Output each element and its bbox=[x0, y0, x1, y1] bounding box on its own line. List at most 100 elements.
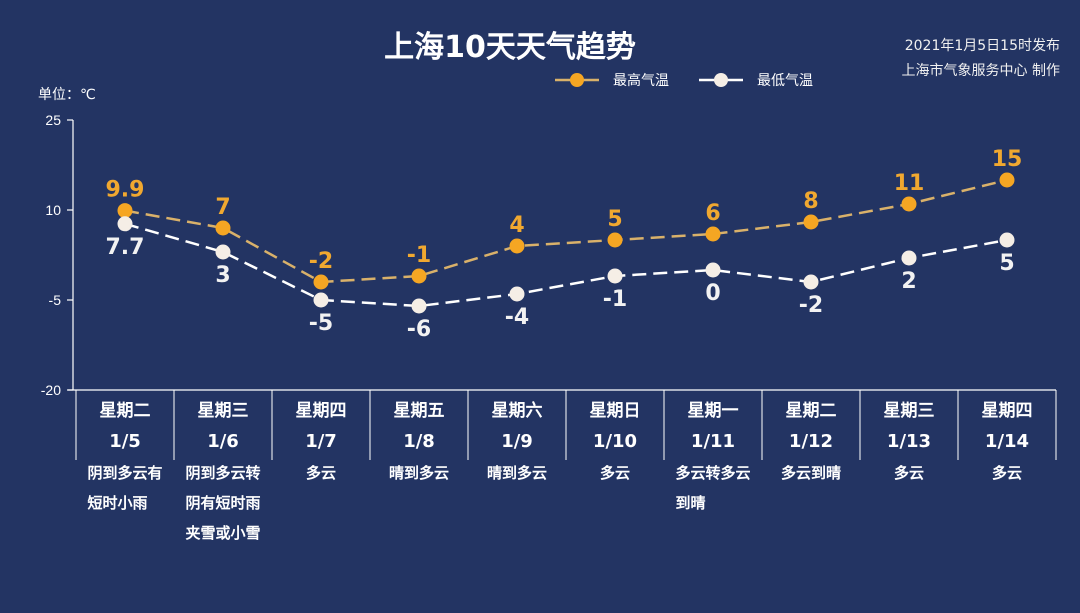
low-temp-label: 7.7 bbox=[106, 235, 145, 260]
weather-line: 短时小雨 bbox=[87, 494, 148, 512]
weather-line: 多云 bbox=[599, 464, 630, 482]
high-temp-point bbox=[607, 232, 623, 248]
date-label: 1/13 bbox=[886, 431, 932, 452]
weather-line: 多云 bbox=[305, 464, 336, 482]
weekday-label: 星期五 bbox=[393, 401, 445, 421]
low-temp-label: -1 bbox=[603, 287, 627, 312]
legend-high-marker-icon bbox=[555, 73, 599, 87]
day-column: 星期二 1/5 阴到多云有短时小雨 bbox=[76, 396, 174, 518]
date-label: 1/11 bbox=[690, 431, 736, 452]
low-temp-point bbox=[411, 298, 427, 314]
date-label: 1/9 bbox=[501, 431, 533, 452]
publisher: 上海市气象服务中心 制作 bbox=[901, 63, 1060, 79]
weekday-label: 星期四 bbox=[981, 401, 1033, 421]
weekday-label: 星期日 bbox=[589, 401, 641, 421]
weather-line: 多云 bbox=[893, 464, 924, 482]
weather-line: 多云到晴 bbox=[780, 464, 841, 482]
legend-item-high: 最高气温 bbox=[555, 70, 669, 90]
y-tick-label: -5 bbox=[49, 292, 62, 308]
high-temp-label: 6 bbox=[705, 201, 720, 226]
weather-description: 多云转多云 到晴 bbox=[675, 458, 750, 518]
weather-line: 夹雪或小雪 bbox=[185, 524, 261, 542]
legend: 最高气温 最低气温 bbox=[555, 70, 813, 90]
y-tick-label: -20 bbox=[41, 382, 61, 398]
low-temp-label: 0 bbox=[705, 281, 720, 306]
low-temp-label: -2 bbox=[799, 293, 823, 318]
weather-line: 晴到多云 bbox=[486, 464, 547, 482]
date-label: 1/12 bbox=[788, 431, 834, 452]
day-column: 星期一 1/11 多云转多云 到晴 bbox=[664, 396, 762, 518]
weather-description: 晴到多云 bbox=[487, 458, 547, 488]
low-temp-point bbox=[117, 216, 133, 232]
high-temp-label: -1 bbox=[407, 243, 431, 268]
high-temp-label: 7 bbox=[215, 195, 230, 220]
weekday-label: 星期一 bbox=[687, 401, 739, 421]
high-temp-label: -2 bbox=[309, 249, 333, 274]
weather-line: 阴有短时雨 bbox=[185, 494, 261, 512]
weekday-label: 星期二 bbox=[785, 401, 837, 421]
high-temp-point bbox=[509, 238, 525, 254]
day-column: 星期三 1/13 多云 bbox=[860, 396, 958, 488]
weather-line: 到晴 bbox=[675, 494, 706, 512]
legend-low-label: 最低气温 bbox=[757, 73, 813, 89]
high-temp-point bbox=[117, 203, 133, 219]
high-temp-point bbox=[313, 274, 329, 290]
high-temp-line bbox=[124, 178, 1008, 284]
high-temp-point bbox=[901, 196, 917, 212]
weather-description: 阴到多云转阴有短时雨夹雪或小雪 bbox=[185, 458, 260, 548]
date-label: 1/6 bbox=[207, 431, 239, 452]
day-column: 星期日 1/10 多云 bbox=[566, 396, 664, 488]
publish-info: 2021年1月5日15时发布 上海市气象服务中心 制作 bbox=[902, 34, 1060, 84]
low-temp-point bbox=[313, 292, 329, 308]
date-label: 1/8 bbox=[403, 431, 435, 452]
low-temp-label: 5 bbox=[999, 251, 1014, 276]
y-tick-label: 10 bbox=[45, 202, 61, 218]
high-temp-label: 15 bbox=[992, 147, 1023, 172]
weather-line: 阴到多云有 bbox=[87, 464, 163, 482]
weekday-label: 星期三 bbox=[883, 401, 935, 421]
weather-description: 多云 bbox=[894, 458, 924, 488]
day-column: 星期五 1/8 晴到多云 bbox=[370, 396, 468, 488]
low-temp-label: -4 bbox=[505, 305, 529, 330]
low-temp-label: 2 bbox=[901, 269, 916, 294]
low-temp-point bbox=[509, 286, 525, 302]
date-label: 1/7 bbox=[305, 431, 337, 452]
publish-time: 2021年1月5日15时发布 bbox=[904, 38, 1060, 54]
legend-high-label: 最高气温 bbox=[613, 73, 669, 89]
high-temp-label: 5 bbox=[607, 207, 622, 232]
high-temp-label: 8 bbox=[803, 189, 818, 214]
high-temp-point bbox=[803, 214, 819, 230]
weather-line: 晴到多云 bbox=[388, 464, 449, 482]
weather-description: 多云 bbox=[600, 458, 630, 488]
date-label: 1/14 bbox=[984, 431, 1030, 452]
high-temp-point bbox=[999, 172, 1015, 188]
day-column: 星期三 1/6 阴到多云转阴有短时雨夹雪或小雪 bbox=[174, 396, 272, 548]
weather-description: 晴到多云 bbox=[389, 458, 449, 488]
weather-line: 阴到多云转 bbox=[185, 464, 261, 482]
low-temp-point bbox=[215, 244, 231, 260]
day-column: 星期四 1/14 多云 bbox=[958, 396, 1056, 488]
date-label: 1/10 bbox=[592, 431, 638, 452]
high-temp-label: 11 bbox=[894, 171, 925, 196]
chart-title: 上海10天天气趋势 bbox=[384, 30, 636, 65]
day-column: 星期二 1/12 多云到晴 bbox=[762, 396, 860, 488]
high-temp-point bbox=[215, 220, 231, 236]
legend-item-low: 最低气温 bbox=[699, 70, 813, 90]
low-temp-point bbox=[803, 274, 819, 290]
high-temp-label: 9.9 bbox=[106, 178, 145, 203]
weather-description: 多云 bbox=[992, 458, 1022, 488]
weekday-label: 星期六 bbox=[491, 401, 543, 421]
weekday-label: 星期二 bbox=[99, 401, 151, 421]
day-column: 星期四 1/7 多云 bbox=[272, 396, 370, 488]
weather-description: 多云到晴 bbox=[781, 458, 841, 488]
date-label: 1/5 bbox=[109, 431, 141, 452]
high-temp-point bbox=[411, 268, 427, 284]
low-temp-point bbox=[901, 250, 917, 266]
weekday-label: 星期三 bbox=[197, 401, 249, 421]
y-axis-unit: 单位：℃ bbox=[38, 87, 96, 103]
weather-description: 多云 bbox=[306, 458, 336, 488]
weekday-label: 星期四 bbox=[295, 401, 347, 421]
weather-description: 阴到多云有 短时小雨 bbox=[87, 458, 162, 518]
y-tick-label: 25 bbox=[45, 112, 61, 128]
